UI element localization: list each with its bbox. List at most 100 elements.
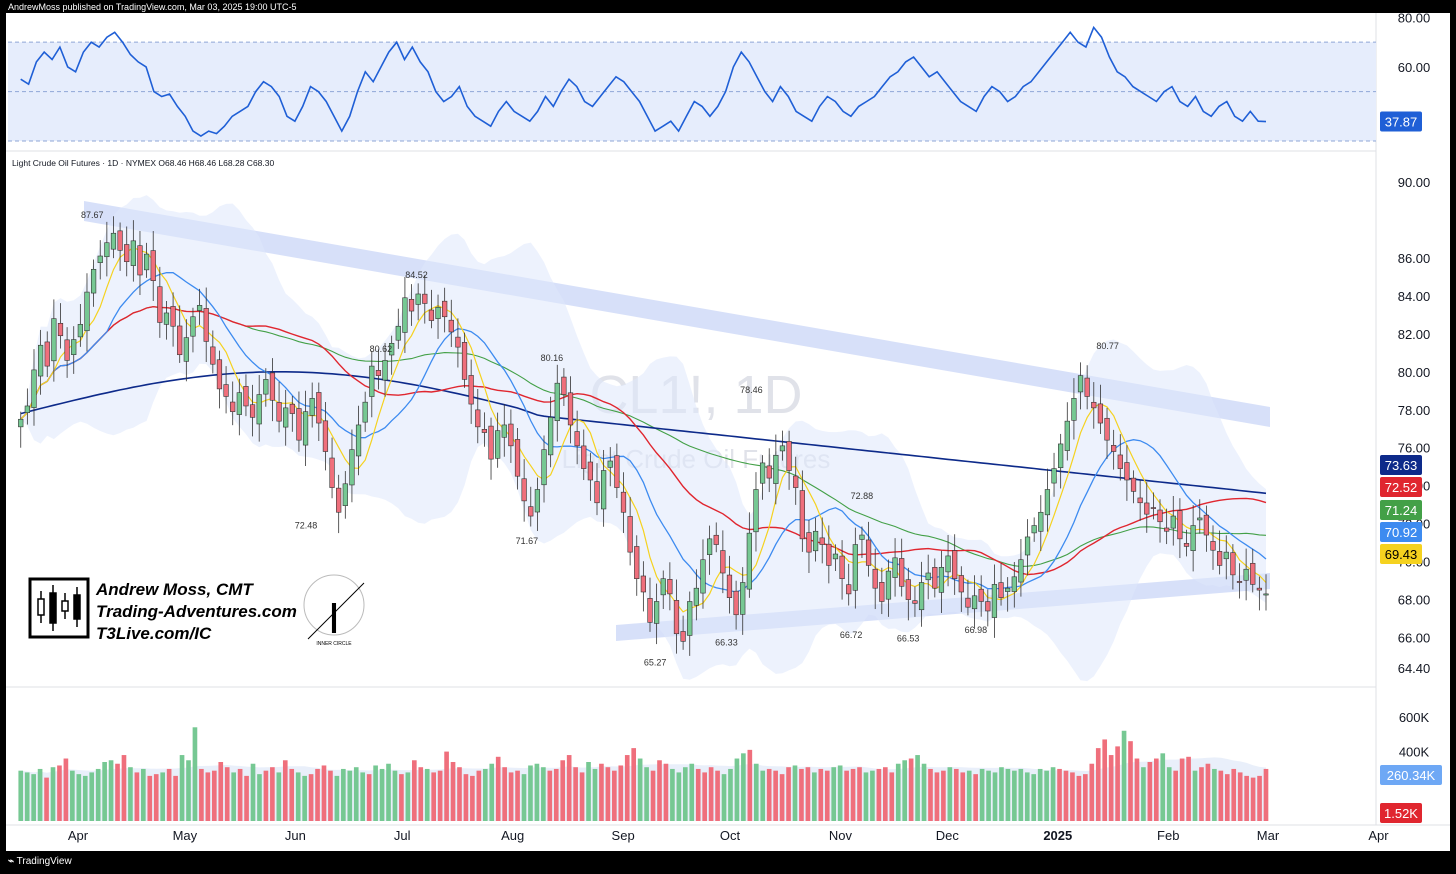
volume-bar bbox=[831, 767, 837, 821]
chart-canvas[interactable]: 80.00 60.00 37.87 Light Crude Oil Futures ·… bbox=[6, 10, 1450, 851]
candle-body bbox=[1190, 525, 1196, 551]
candle-body bbox=[276, 402, 282, 422]
volume-bar bbox=[399, 774, 404, 821]
volume-bar bbox=[386, 763, 391, 821]
candle-body bbox=[1177, 510, 1183, 540]
volume-bar bbox=[134, 772, 140, 821]
peak-label: 72.88 bbox=[851, 491, 874, 501]
volume-bar bbox=[31, 774, 36, 821]
candle-body bbox=[720, 550, 726, 574]
peak-label: 80.77 bbox=[1096, 341, 1119, 351]
price-axis-label: 66.00 bbox=[1398, 631, 1431, 646]
volume-bar bbox=[508, 772, 514, 821]
volume-bar bbox=[870, 770, 875, 821]
volume-bar bbox=[205, 772, 211, 821]
volume-last-label: 1.52K bbox=[1384, 806, 1418, 821]
volume-bar bbox=[257, 774, 262, 821]
candle-body bbox=[481, 429, 488, 433]
candle-body bbox=[1210, 541, 1216, 551]
volume-bar bbox=[470, 775, 475, 821]
candle-body bbox=[554, 382, 560, 422]
candle-body bbox=[958, 575, 964, 593]
rsi-axis-label: 60.00 bbox=[1398, 60, 1431, 75]
volume-bar bbox=[1244, 775, 1249, 821]
candle-body bbox=[442, 300, 448, 318]
candle-body bbox=[57, 323, 64, 337]
candle-body bbox=[395, 325, 401, 341]
volume-bar bbox=[547, 770, 553, 821]
volume-bar bbox=[1121, 730, 1127, 821]
volume-bar bbox=[341, 768, 346, 821]
volume-bar bbox=[766, 768, 772, 821]
candle-body bbox=[210, 346, 216, 365]
peak-label: 80.16 bbox=[541, 353, 564, 363]
sma-200-line bbox=[20, 371, 1267, 495]
candle-body bbox=[832, 553, 839, 560]
candle-body bbox=[1197, 517, 1203, 521]
volume-bar bbox=[883, 767, 888, 821]
candle-body bbox=[190, 316, 196, 337]
volume-bar bbox=[631, 748, 637, 821]
candle-body bbox=[541, 449, 547, 486]
volume-bar bbox=[650, 770, 656, 821]
volume-bar bbox=[702, 772, 707, 821]
volume-bar bbox=[482, 768, 488, 821]
candle-body bbox=[90, 268, 97, 294]
volume-bar bbox=[676, 772, 682, 821]
candle-body bbox=[1071, 398, 1077, 421]
inner-circle-slash bbox=[307, 582, 365, 640]
volume-bar bbox=[334, 775, 340, 821]
candle-body bbox=[706, 538, 713, 555]
volume-bar bbox=[534, 763, 540, 821]
candle-body bbox=[1024, 536, 1031, 556]
volume-bar bbox=[1212, 768, 1217, 821]
volume-bar bbox=[786, 767, 791, 821]
volume-bar bbox=[624, 755, 630, 821]
volume-bar bbox=[218, 762, 224, 821]
ma-value-label: 73.63 bbox=[1385, 458, 1418, 473]
peak-label: 66.33 bbox=[715, 637, 738, 647]
candle-body bbox=[978, 588, 984, 602]
volume-bar bbox=[999, 767, 1004, 821]
volume-bar bbox=[895, 763, 901, 821]
upper-trendline-band bbox=[84, 201, 1270, 427]
volume-bar bbox=[573, 767, 578, 821]
time-axis-label: Jun bbox=[285, 828, 306, 843]
candle-body bbox=[130, 240, 136, 266]
volume-bar bbox=[753, 763, 759, 821]
candle-body bbox=[1183, 543, 1190, 547]
candle-body bbox=[985, 601, 991, 612]
candle-body bbox=[302, 411, 309, 446]
candle-body bbox=[196, 305, 203, 311]
volume-bar bbox=[102, 762, 107, 821]
volume-bar bbox=[760, 770, 766, 821]
candle-body bbox=[1203, 514, 1210, 536]
volume-bar bbox=[37, 768, 43, 821]
volume-bar bbox=[824, 770, 830, 821]
time-axis-label: Dec bbox=[936, 828, 960, 843]
volume-bar bbox=[663, 763, 669, 821]
volume-bar bbox=[321, 765, 327, 821]
candle-body bbox=[1256, 587, 1262, 591]
volume-bar bbox=[1141, 767, 1146, 821]
volume-bar bbox=[850, 768, 856, 821]
publish-header: AndrewMoss published on TradingView.com,… bbox=[8, 2, 297, 12]
volume-bar bbox=[941, 770, 946, 821]
volume-bar bbox=[44, 777, 49, 821]
candle-body bbox=[945, 555, 951, 573]
candle-body bbox=[806, 532, 812, 553]
candle-body bbox=[746, 532, 752, 590]
volume-bar bbox=[908, 758, 914, 821]
candle-body bbox=[912, 600, 918, 604]
candle-body bbox=[1263, 593, 1269, 596]
volume-bar bbox=[560, 760, 566, 821]
volume-bar bbox=[424, 768, 430, 821]
candle-body bbox=[143, 253, 150, 271]
price-axis-label: 76.00 bbox=[1398, 441, 1431, 456]
volume-bar bbox=[308, 774, 314, 821]
candle-body bbox=[1058, 443, 1064, 469]
volume-bar bbox=[1237, 772, 1243, 821]
volume-bar bbox=[599, 763, 604, 821]
candle-body bbox=[627, 516, 633, 553]
candle-body bbox=[508, 423, 514, 447]
